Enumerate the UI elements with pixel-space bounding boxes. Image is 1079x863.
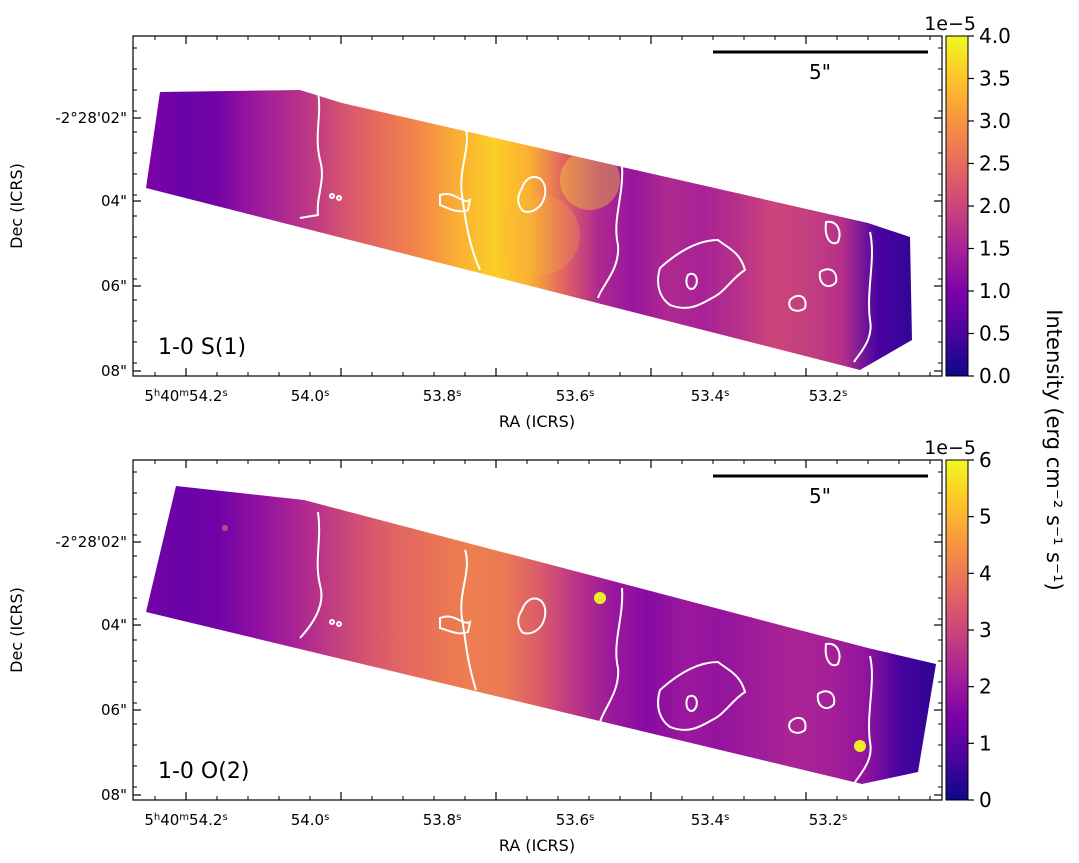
scalebar-label: 5" bbox=[809, 60, 831, 84]
colorbar-gradient bbox=[945, 35, 969, 377]
colorbar-offset-text: 1e−5 bbox=[924, 437, 976, 459]
contour bbox=[818, 268, 838, 288]
contour bbox=[517, 597, 547, 635]
colorbar-tick-label: 1 bbox=[979, 731, 992, 755]
heatmap-bottom bbox=[146, 486, 936, 784]
emission-peak bbox=[594, 592, 606, 604]
contour bbox=[460, 125, 481, 271]
y-tick-label: 04" bbox=[101, 192, 127, 210]
emission-peak bbox=[222, 525, 228, 531]
x-tick-label: 53.6s bbox=[556, 811, 595, 829]
contour bbox=[853, 655, 873, 785]
colorbar-tick-label: 4.0 bbox=[979, 24, 1011, 48]
x-tick-label: 5h40m54.2s bbox=[144, 387, 227, 405]
contour bbox=[517, 176, 547, 213]
y-axis-label-top: Dec (ICRS) bbox=[7, 163, 26, 249]
y-tick-label: 08" bbox=[101, 362, 127, 380]
panel-top: 5h40m54.2s 54.0s 53.8s 53.6s 53.4s 53.2s -2°28… bbox=[7, 13, 1011, 431]
x-tick-label: 54.0s bbox=[291, 811, 330, 829]
x-tick-label: 53.2s bbox=[809, 811, 848, 829]
panel-bottom: 5h40m54.2s 54.0s 53.8s 53.6s 53.4s 53.2s -2°28… bbox=[7, 437, 992, 855]
y-tick-label: -2°28'02" bbox=[55, 533, 127, 551]
y-axis-label-bottom: Dec (ICRS) bbox=[7, 587, 26, 673]
colorbar-tick-label: 0.0 bbox=[979, 364, 1011, 388]
emission-highlights bbox=[500, 150, 620, 275]
scalebar-label: 5" bbox=[809, 484, 831, 508]
colorbar-gradient bbox=[945, 459, 969, 801]
contour bbox=[657, 660, 747, 731]
x-axis-label-bottom: RA (ICRS) bbox=[499, 836, 575, 855]
emission-peak bbox=[500, 195, 580, 275]
contour bbox=[685, 694, 698, 712]
axes-frame bbox=[132, 459, 943, 801]
x-tick-label: 53.6s bbox=[556, 387, 595, 405]
colorbar-top: 0.0 0.5 1.0 1.5 2.0 2.5 3.0 3.5 4.01e−5 bbox=[924, 13, 1011, 388]
emission-peak bbox=[560, 150, 620, 210]
colorbar-bottom: 0 1 2 3 4 5 61e−5 bbox=[924, 437, 992, 812]
contour bbox=[685, 272, 698, 290]
colorbar-label: Intensity (erg cm⁻² s⁻¹ s⁻¹) bbox=[1042, 309, 1066, 590]
contour bbox=[788, 294, 807, 312]
colorbar-tick-label: 0.5 bbox=[979, 322, 1011, 346]
contour bbox=[788, 716, 807, 734]
colorbar-tick-label: 4 bbox=[979, 561, 992, 585]
contours-top bbox=[299, 91, 873, 363]
colorbar-tick-label: 3 bbox=[979, 618, 992, 642]
colorbar-offset-text: 1e−5 bbox=[924, 13, 976, 35]
scalebar-top: 5" bbox=[713, 50, 928, 84]
emission-highlights bbox=[222, 525, 866, 752]
contour bbox=[329, 619, 335, 625]
panel-label-top: 1-0 S(1) bbox=[158, 335, 246, 360]
y-tick-label: -2°28'02" bbox=[55, 109, 127, 127]
contour bbox=[336, 195, 342, 201]
contour bbox=[329, 193, 335, 199]
colorbar-tick-label: 2 bbox=[979, 675, 992, 699]
colorbar-tick-label: 2.5 bbox=[979, 152, 1011, 176]
x-tick-label: 53.2s bbox=[809, 387, 848, 405]
contour bbox=[299, 91, 323, 219]
colorbar-tick-label: 0 bbox=[979, 788, 992, 812]
x-tick-label: 53.4s bbox=[691, 387, 730, 405]
contour bbox=[824, 642, 841, 667]
colorbar-tick-label: 3.5 bbox=[979, 67, 1011, 91]
contour bbox=[299, 511, 323, 639]
colorbar-tick-label: 2.0 bbox=[979, 194, 1011, 218]
colorbar-tick-label: 1.0 bbox=[979, 279, 1011, 303]
emission-map bbox=[146, 90, 912, 370]
panel-label-bottom: 1-0 O(2) bbox=[158, 759, 249, 784]
contour bbox=[657, 238, 747, 309]
contour bbox=[439, 615, 472, 635]
x-tick-label: 53.8s bbox=[423, 811, 462, 829]
x-tick-label: 53.8s bbox=[423, 387, 462, 405]
x-axis-label-top: RA (ICRS) bbox=[499, 412, 575, 431]
contour bbox=[439, 192, 472, 213]
emission-map bbox=[146, 486, 936, 784]
contour bbox=[460, 549, 477, 691]
heatmap-top bbox=[146, 90, 912, 370]
axes-frame bbox=[132, 35, 943, 377]
contour bbox=[336, 621, 342, 627]
contour bbox=[597, 165, 624, 299]
x-tick-label: 53.4s bbox=[691, 811, 730, 829]
contour bbox=[824, 220, 841, 245]
contours-bottom bbox=[299, 511, 873, 785]
emission-peak bbox=[854, 740, 866, 752]
x-tick-label: 54.0s bbox=[291, 387, 330, 405]
axes-bottom: 5h40m54.2s 54.0s 53.8s 53.6s 53.4s 53.2s -2°28… bbox=[55, 459, 943, 829]
x-tick-label: 5h40m54.2s bbox=[144, 811, 227, 829]
contour bbox=[599, 587, 624, 723]
colorbar-tick-label: 3.0 bbox=[979, 109, 1011, 133]
colorbar-tick-label: 1.5 bbox=[979, 237, 1011, 261]
y-tick-label: 04" bbox=[101, 616, 127, 634]
y-tick-label: 06" bbox=[101, 277, 127, 295]
contour bbox=[816, 690, 836, 710]
y-tick-label: 06" bbox=[101, 701, 127, 719]
colorbar-tick-label: 5 bbox=[979, 505, 992, 529]
axes-top: 5h40m54.2s 54.0s 53.8s 53.6s 53.4s 53.2s -2°28… bbox=[55, 35, 943, 405]
contour bbox=[853, 231, 873, 363]
scalebar-bottom: 5" bbox=[713, 474, 928, 508]
colorbar-tick-label: 6 bbox=[979, 448, 992, 472]
y-tick-label: 08" bbox=[101, 786, 127, 804]
